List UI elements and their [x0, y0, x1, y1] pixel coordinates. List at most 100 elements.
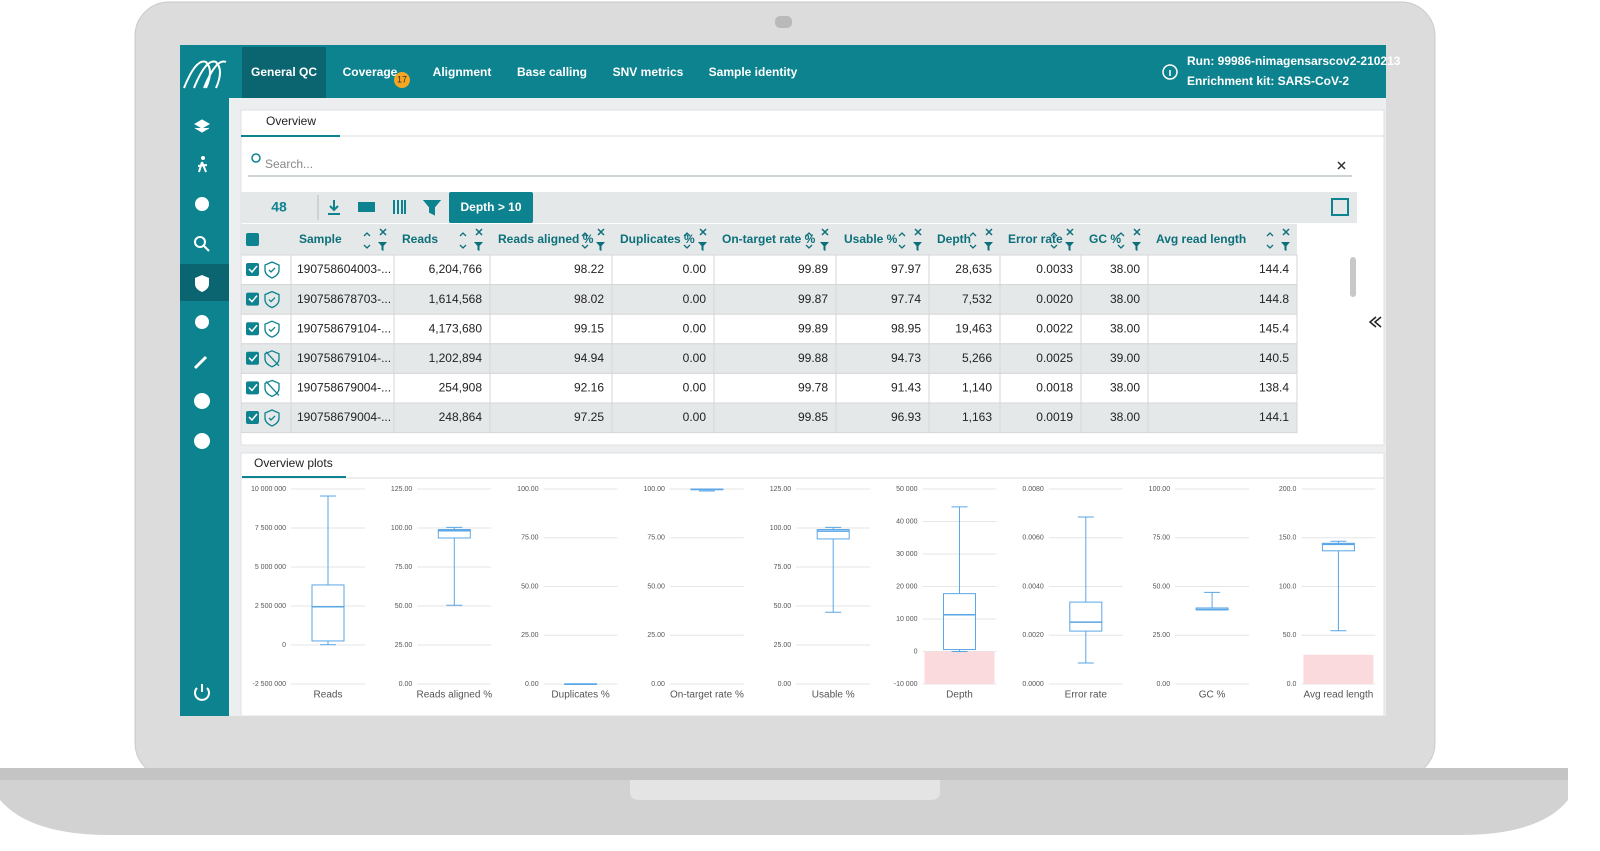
nav-run-body — [197, 161, 208, 173]
y-tick-label: 25.00 — [774, 642, 792, 649]
nav-help[interactable] — [194, 433, 210, 449]
clear-filter — [985, 228, 993, 236]
clear-search[interactable] — [1337, 161, 1346, 170]
y-tick-label: 75.00 — [521, 535, 539, 542]
plots-title: Overview plots — [254, 456, 333, 470]
tab[interactable]: Base calling — [517, 65, 587, 79]
row-checkbox — [246, 292, 259, 306]
nav-search[interactable] — [194, 236, 206, 248]
y-tick-label: 0 — [914, 648, 918, 655]
threshold-band — [1303, 654, 1374, 684]
box — [1321, 542, 1355, 552]
table-cell: 91.43 — [891, 381, 921, 395]
table-cell: 1,614,568 — [429, 292, 483, 306]
table-cell: 94.73 — [891, 351, 921, 365]
y-tick-label: 50.00 — [521, 583, 539, 590]
nav-run[interactable] — [201, 156, 205, 160]
tab[interactable]: Coverage — [343, 65, 398, 79]
row-checkbox — [246, 263, 259, 276]
table-cell: 19,463 — [955, 321, 992, 335]
nav-alert[interactable] — [195, 197, 209, 211]
y-tick-label: 100.00 — [1149, 486, 1171, 493]
search-input[interactable]: Search... — [265, 157, 313, 171]
y-tick-label: 75.00 — [1153, 535, 1171, 542]
print[interactable] — [358, 202, 375, 212]
table-cell: 1,202,894 — [429, 351, 483, 365]
y-tick-label: 200.0 — [1279, 486, 1297, 493]
tab[interactable]: Sample identity — [709, 65, 798, 79]
filter-chip-bg[interactable] — [449, 192, 533, 223]
filter-chip[interactable]: Depth > 10 — [460, 200, 521, 214]
columns[interactable] — [393, 200, 406, 214]
y-tick-label: 0.0 — [1287, 681, 1297, 688]
tab[interactable]: General QC — [251, 65, 317, 79]
grid-toggle[interactable] — [1331, 198, 1349, 216]
download[interactable] — [328, 200, 340, 215]
y-tick-label: 10 000 — [896, 616, 918, 623]
column-header: Duplicates % — [620, 232, 695, 246]
clear-filter — [699, 228, 707, 236]
badge — [394, 72, 410, 88]
table-cell: 99.89 — [798, 262, 828, 276]
qc-shield — [264, 409, 280, 427]
row-check — [248, 265, 258, 274]
select-all — [246, 233, 259, 246]
table-cell: 38.00 — [1110, 321, 1140, 335]
clear-filter — [475, 228, 483, 236]
table-row — [241, 343, 1298, 374]
y-tick-label: 0.00 — [1156, 681, 1170, 688]
table-cell: 140.5 — [1259, 351, 1289, 365]
top-bar — [180, 45, 1386, 98]
table-cell: 190758679104-... — [297, 351, 391, 365]
column-filter — [378, 242, 387, 251]
tab[interactable]: SNV metrics — [613, 65, 684, 79]
scrollbar[interactable] — [1350, 257, 1356, 297]
y-tick-label: 100.00 — [391, 525, 413, 532]
sort-icon — [581, 232, 589, 249]
y-tick-label: 25.00 — [647, 632, 665, 639]
table-cell: 97.25 — [574, 410, 604, 424]
column-header: Avg read length — [1156, 232, 1246, 246]
nav-qc[interactable] — [195, 275, 209, 292]
clear-filter — [379, 228, 387, 236]
nav-tools[interactable] — [193, 355, 208, 370]
table-cell: 39.00 — [1110, 351, 1140, 365]
logo[interactable] — [183, 60, 227, 89]
table-cell: 0.00 — [683, 351, 707, 365]
table-cell: 144.1 — [1259, 410, 1289, 424]
column-filter — [1132, 242, 1141, 251]
table-cell: 0.0025 — [1036, 351, 1073, 365]
nav-account[interactable] — [194, 393, 210, 409]
info-icon[interactable] — [1162, 64, 1178, 80]
y-tick-label: 100.00 — [770, 525, 792, 532]
active-tab-bg — [242, 47, 326, 98]
nav-layers[interactable] — [193, 119, 211, 133]
nav-power[interactable] — [194, 684, 210, 701]
plots-panel — [240, 452, 1385, 717]
row-checkbox — [246, 322, 259, 336]
overview-tab[interactable]: Overview — [266, 114, 316, 128]
filter[interactable] — [422, 200, 442, 216]
column-header: GC % — [1089, 232, 1121, 246]
table-cell: 99.88 — [798, 351, 828, 365]
y-tick-label: 10 000 000 — [251, 486, 286, 493]
nav-settings[interactable] — [195, 315, 209, 329]
y-tick-label: 50.00 — [1153, 583, 1171, 590]
table-cell: 1,140 — [962, 381, 992, 395]
y-tick-label: 75.00 — [774, 564, 792, 571]
qc-shield — [264, 261, 280, 279]
y-tick-label: 0 — [282, 642, 286, 649]
sort-icon — [1050, 232, 1058, 249]
column-header: Sample — [299, 232, 342, 246]
table-cell: 138.4 — [1259, 381, 1289, 395]
tab[interactable]: Alignment — [433, 65, 492, 79]
collapse-panel[interactable] — [1368, 316, 1382, 328]
table-cell: 97.97 — [891, 262, 921, 276]
table-cell: 4,173,680 — [429, 321, 483, 335]
box — [311, 584, 345, 642]
table-cell: 144.4 — [1259, 262, 1289, 276]
table-cell: 96.93 — [891, 410, 921, 424]
table-cell: 0.0020 — [1036, 292, 1073, 306]
table-cell: 99.78 — [798, 381, 828, 395]
